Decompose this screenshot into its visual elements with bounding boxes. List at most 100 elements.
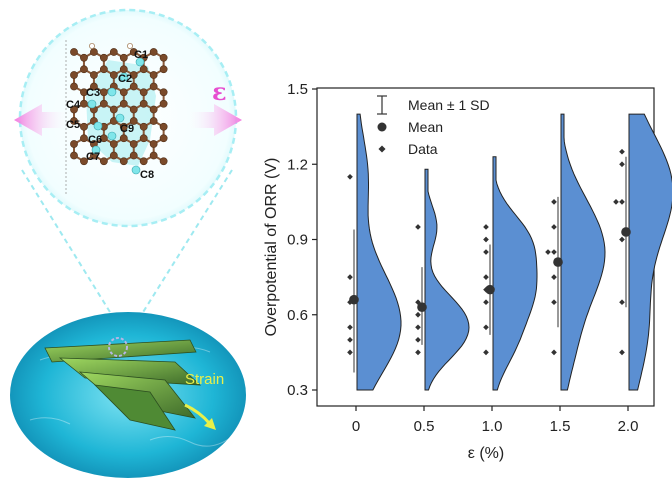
carbon-atom bbox=[109, 151, 118, 160]
carbon-atom bbox=[109, 48, 118, 56]
carbon-atom bbox=[139, 122, 148, 131]
carbon-atom bbox=[99, 88, 108, 97]
data-point bbox=[483, 249, 489, 255]
data-point bbox=[619, 236, 625, 243]
data-point bbox=[415, 299, 421, 306]
mean-point bbox=[621, 227, 631, 237]
data-point bbox=[483, 224, 489, 230]
carbon-atom bbox=[80, 134, 88, 143]
highlighted-atom bbox=[107, 87, 117, 97]
data-point bbox=[483, 286, 489, 293]
data-point bbox=[347, 324, 353, 331]
data-point bbox=[483, 299, 489, 306]
strain-arrow-head bbox=[204, 418, 216, 430]
data-point bbox=[415, 311, 421, 318]
data-point bbox=[619, 161, 625, 168]
legend-label-sd: Mean ± 1 SD bbox=[408, 97, 490, 113]
carbon-atom bbox=[119, 99, 128, 108]
highlighted-atom bbox=[87, 99, 97, 109]
graphene-sheets bbox=[44, 339, 202, 431]
carbon-atom bbox=[90, 71, 98, 79]
legend-data-symbol bbox=[378, 145, 386, 153]
violin-series bbox=[347, 113, 672, 391]
carbon-atom bbox=[70, 151, 78, 160]
highlighted-atom bbox=[107, 131, 117, 141]
data-point bbox=[347, 349, 353, 356]
y-tick-label: 1.5 bbox=[287, 81, 308, 98]
carbon-atom bbox=[119, 134, 128, 143]
data-point bbox=[551, 349, 557, 356]
data-point bbox=[619, 349, 625, 356]
data-point bbox=[613, 199, 619, 205]
atom-label: C1 bbox=[134, 49, 148, 61]
carbon-atom bbox=[149, 140, 158, 148]
carbon-atom bbox=[90, 48, 98, 56]
x-tick-label: 0 bbox=[352, 418, 360, 435]
carbon-atom bbox=[129, 105, 138, 114]
carbon-atom bbox=[139, 157, 148, 166]
mean-point bbox=[553, 257, 563, 267]
legend-sd-symbol bbox=[377, 95, 387, 115]
carbon-atom bbox=[129, 117, 138, 125]
data-point bbox=[551, 299, 557, 306]
x-tick-label: 1.0 bbox=[482, 418, 503, 435]
carbon-atom bbox=[80, 122, 88, 131]
data-point bbox=[415, 224, 421, 230]
carbon-atom bbox=[70, 117, 78, 125]
data-point bbox=[483, 324, 489, 331]
tension-arrow-right bbox=[186, 104, 242, 136]
violin-group bbox=[613, 113, 672, 391]
carbon-atom bbox=[70, 48, 78, 56]
strain-label: Strain bbox=[185, 371, 224, 388]
data-point bbox=[347, 274, 353, 280]
legend: Mean ± 1 SD Mean Data bbox=[377, 95, 490, 157]
carbon-atom bbox=[139, 88, 148, 97]
data-point bbox=[415, 349, 421, 356]
zoom-cone-right bbox=[134, 169, 233, 326]
legend-mean-symbol bbox=[377, 122, 387, 132]
carbon-atom bbox=[119, 88, 128, 97]
legend-label-data: Data bbox=[408, 141, 438, 157]
violin-group bbox=[415, 168, 470, 391]
y-axis-title: Overpotential of ORR (V) bbox=[263, 158, 280, 337]
carbon-atom bbox=[149, 151, 158, 160]
data-point bbox=[551, 199, 557, 205]
carbon-atom bbox=[159, 88, 168, 97]
carbon-atom bbox=[139, 65, 148, 74]
x-axis-ticks: 0 0.5 1.0 1.5 2.0 bbox=[352, 406, 639, 435]
carbon-atom bbox=[129, 48, 138, 56]
violin-shape bbox=[560, 113, 606, 391]
data-point bbox=[619, 199, 625, 205]
hydrogen-atom bbox=[127, 43, 134, 50]
carbon-atom bbox=[99, 134, 108, 143]
carbon-atom bbox=[99, 157, 108, 166]
atom-label: C8 bbox=[140, 169, 154, 181]
y-tick-label: 1.2 bbox=[287, 156, 308, 173]
violin-group bbox=[483, 156, 538, 391]
violin-chart: 0.3 0.6 0.9 1.2 1.5 0 0.5 1.0 1.5 2.0 Overpotent… bbox=[263, 81, 672, 462]
carbon-atom bbox=[109, 71, 118, 79]
carbon-atom bbox=[119, 157, 128, 166]
data-point bbox=[483, 236, 489, 243]
carbon-atom bbox=[90, 82, 98, 91]
violin-shape bbox=[424, 168, 470, 391]
data-point bbox=[545, 249, 551, 255]
x-tick-label: 0.5 bbox=[414, 418, 435, 435]
legend-label-mean: Mean bbox=[408, 119, 443, 135]
carbon-atom bbox=[129, 82, 138, 91]
carbon-atom bbox=[149, 82, 158, 91]
y-tick-label: 0.6 bbox=[287, 307, 308, 324]
y-axis-ticks: 0.3 0.6 0.9 1.2 1.5 bbox=[287, 81, 317, 399]
carbon-atom bbox=[159, 65, 168, 74]
x-tick-label: 2.0 bbox=[618, 418, 639, 435]
data-point bbox=[551, 274, 557, 280]
carbon-atom bbox=[149, 105, 158, 114]
violin-shape bbox=[628, 113, 672, 391]
tension-arrow-left bbox=[14, 104, 70, 136]
atom-label: C4 bbox=[66, 99, 81, 111]
data-point bbox=[483, 274, 489, 280]
data-point bbox=[347, 337, 353, 343]
